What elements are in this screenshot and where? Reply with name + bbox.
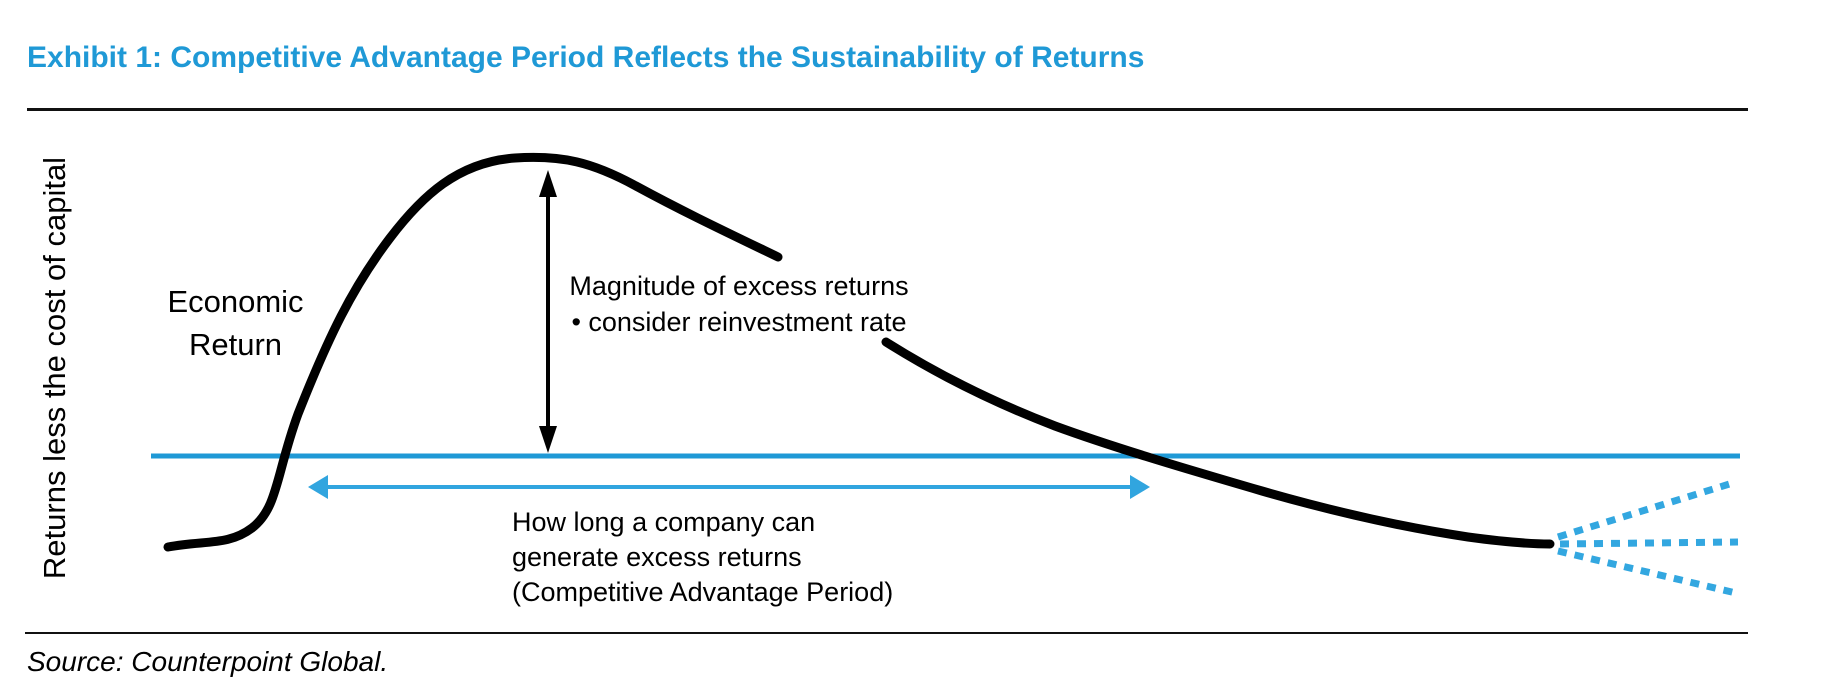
cap-label-line2: generate excess returns — [512, 542, 802, 572]
economic-return-label: Economic Return — [130, 280, 341, 366]
cap-label: How long a company can generate excess r… — [512, 505, 982, 610]
footer-divider — [25, 632, 1748, 634]
magnitude-label-line2: • consider reinvestment rate — [571, 307, 907, 337]
cap-arrowhead-right — [1130, 475, 1150, 499]
scenario-fan-flat-line — [1559, 538, 1739, 548]
cap-label-line3: (Competitive Advantage Period) — [512, 577, 894, 607]
cap-arrow — [308, 475, 1150, 499]
source-note: Source: Counterpoint Global. — [27, 646, 389, 677]
economic-return-label-line1: Economic — [167, 284, 304, 319]
economic-return-label-line2: Return — [188, 327, 283, 362]
title-divider — [27, 108, 1748, 111]
magnitude-arrow — [539, 170, 557, 453]
magnitude-arrowhead-top — [539, 170, 557, 197]
magnitude-arrowhead-bottom — [539, 426, 557, 453]
scenario-fan-dotted-lines — [1556, 478, 1739, 597]
economic-return-curve-right — [881, 337, 1555, 549]
scenario-fan-up-line — [1556, 478, 1738, 541]
magnitude-label-line1: Magnitude of excess returns — [569, 271, 909, 301]
cap-arrowhead-left — [308, 475, 328, 499]
cap-label-line1: How long a company can — [512, 507, 816, 537]
exhibit-title: Exhibit 1: Competitive Advantage Period … — [27, 41, 1145, 74]
scenario-fan-down-line — [1557, 547, 1737, 597]
magnitude-label: Magnitude of excess returns • consider r… — [553, 268, 925, 340]
economic-return-curve-left — [163, 152, 783, 552]
